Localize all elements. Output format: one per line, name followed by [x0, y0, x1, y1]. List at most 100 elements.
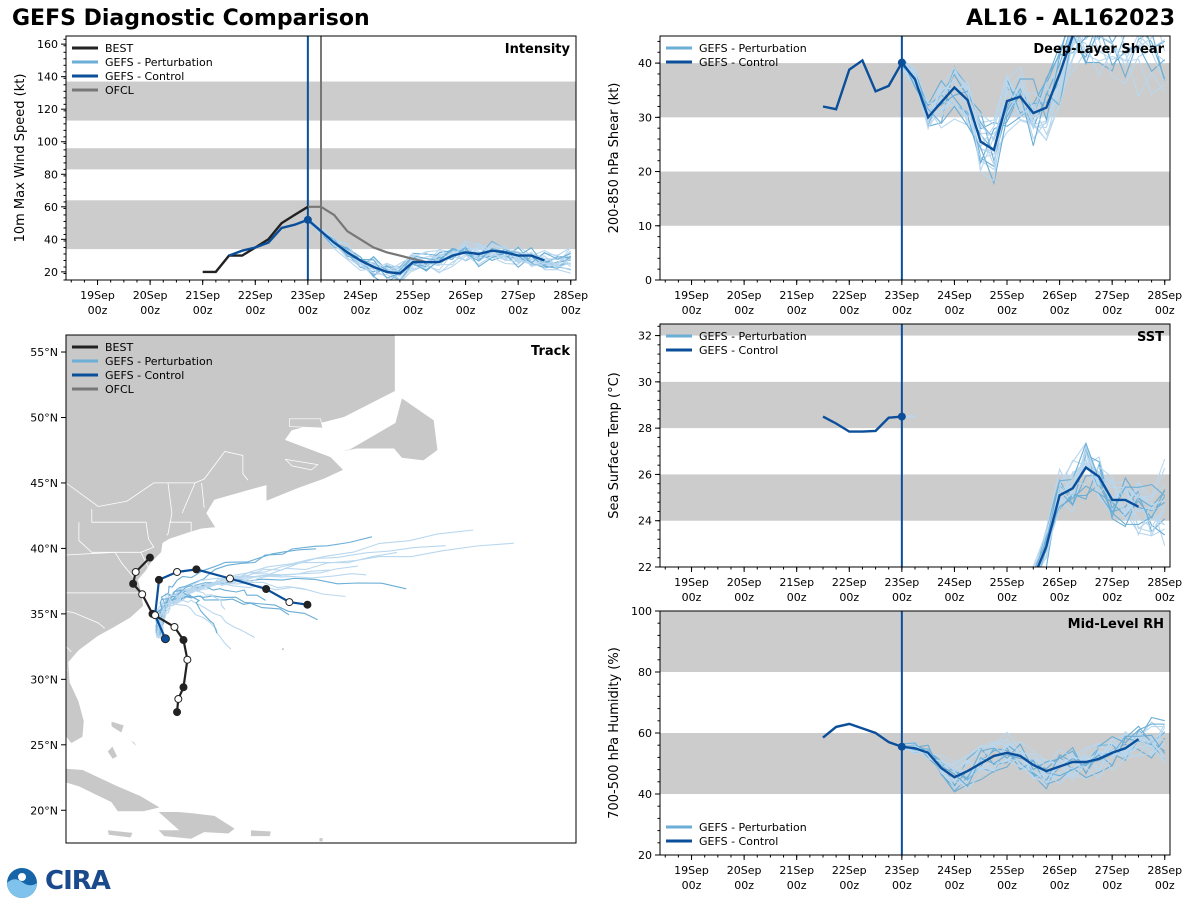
legend-label-control: GEFS - Control: [699, 344, 778, 357]
control-track-point: [263, 586, 270, 593]
x-tick-label: 23Sep: [884, 289, 919, 302]
best-track-point: [180, 637, 187, 644]
x-tick-label: 28Sep: [1147, 864, 1182, 877]
land-area: [282, 648, 285, 651]
control-init-point: [898, 413, 906, 421]
x-tick-label: 21Sep: [185, 289, 220, 302]
x-tick-label: 00z: [682, 591, 702, 604]
x-tick-label: 27Sep: [1095, 289, 1130, 302]
legend-label-perturbation: GEFS - Perturbation: [699, 42, 807, 55]
x-tick-label: 22Sep: [238, 289, 273, 302]
y-tick-label: 20: [638, 166, 652, 179]
y-tick-label: 30: [638, 376, 652, 389]
x-tick-label: 26Sep: [448, 289, 483, 302]
x-tick-label: 22Sep: [832, 864, 867, 877]
y-tick-label: 100: [37, 136, 58, 149]
x-tick-label: 24Sep: [343, 289, 378, 302]
lat-tick-label: 50°N: [30, 411, 58, 424]
panel-title: SST: [1137, 330, 1164, 345]
y-axis-label: 10m Max Wind Speed (kt): [13, 74, 28, 243]
control-track-point: [155, 576, 162, 583]
x-tick-label: 00z: [734, 304, 754, 317]
legend-label-control: GEFS - Control: [699, 56, 778, 69]
control-track-point: [304, 601, 311, 608]
control-init-point: [898, 59, 906, 67]
x-tick-label: 00z: [1155, 879, 1175, 892]
x-tick-label: 20Sep: [727, 864, 762, 877]
storm-id: AL16 - AL162023: [966, 6, 1175, 31]
threshold-band: [660, 382, 1170, 428]
y-tick-label: 20: [638, 849, 652, 862]
legend-label-perturbation: GEFS - Perturbation: [699, 821, 807, 834]
x-tick-label: 00z: [403, 304, 423, 317]
y-tick-label: 140: [37, 71, 58, 84]
best-track-point: [171, 623, 178, 630]
x-tick-label: 00z: [561, 304, 581, 317]
panel-rh: 2040608010019Sep00z20Sep00z21Sep00z22Sep…: [607, 605, 1182, 892]
x-tick-label: 00z: [1155, 304, 1175, 317]
y-tick-label: 20: [44, 266, 58, 279]
plot-area: [660, 611, 1170, 855]
x-tick-label: 26Sep: [1042, 864, 1077, 877]
legend-label-control: GEFS - Control: [105, 70, 184, 83]
x-tick-label: 19Sep: [674, 576, 709, 589]
x-tick-label: 26Sep: [1042, 576, 1077, 589]
best-track-point: [180, 684, 187, 691]
legend-label-ofcl: OFCL: [105, 84, 135, 97]
x-tick-label: 25Sep: [990, 576, 1025, 589]
x-tick-label: 00z: [193, 304, 213, 317]
y-tick-label: 60: [44, 201, 58, 214]
x-tick-label: 00z: [140, 304, 160, 317]
lat-tick-label: 30°N: [30, 673, 58, 686]
y-tick-label: 0: [645, 274, 652, 287]
land-area: [66, 335, 395, 744]
best-track-point: [174, 709, 181, 716]
x-tick-label: 22Sep: [832, 289, 867, 302]
x-tick-label: 00z: [1102, 304, 1122, 317]
land-area: [129, 740, 138, 749]
x-tick-label: 19Sep: [674, 289, 709, 302]
legend-label-best: BEST: [105, 42, 133, 55]
land-area: [289, 419, 323, 428]
control-track-point: [286, 599, 293, 606]
lat-tick-label: 45°N: [30, 477, 58, 490]
panel-sst: 22242628303219Sep00z20Sep00z21Sep00z22Se…: [607, 324, 1182, 604]
x-tick-label: 27Sep: [501, 289, 536, 302]
cira-logo-text: CIRA: [45, 866, 110, 896]
land-area: [107, 830, 133, 838]
y-tick-label: 22: [638, 561, 652, 574]
x-tick-label: 25Sep: [990, 864, 1025, 877]
x-tick-label: 00z: [892, 879, 912, 892]
axes-frame: [660, 324, 1170, 567]
x-tick-label: 23Sep: [884, 864, 919, 877]
land-area: [111, 721, 124, 733]
cira-logo: CIRA: [4, 866, 124, 900]
x-tick-label: 28Sep: [553, 289, 588, 302]
x-tick-label: 25Sep: [396, 289, 431, 302]
panel-title: Deep-Layer Shear: [1033, 42, 1164, 57]
x-tick-label: 23Sep: [884, 576, 919, 589]
lat-tick-label: 35°N: [30, 608, 58, 621]
control-track-point: [161, 635, 169, 643]
x-tick-label: 24Sep: [937, 864, 972, 877]
y-tick-label: 60: [638, 727, 652, 740]
y-tick-label: 80: [44, 168, 58, 181]
x-tick-label: 25Sep: [990, 289, 1025, 302]
x-tick-label: 00z: [1050, 879, 1070, 892]
control-track-point: [174, 568, 181, 575]
x-tick-label: 00z: [945, 879, 965, 892]
y-tick-label: 10: [638, 220, 652, 233]
y-tick-label: 40: [638, 57, 652, 70]
x-tick-label: 00z: [945, 304, 965, 317]
x-tick-label: 24Sep: [937, 576, 972, 589]
land-area: [251, 830, 272, 837]
x-tick-label: 21Sep: [779, 576, 814, 589]
x-tick-label: 19Sep: [80, 289, 115, 302]
y-tick-label: 160: [37, 38, 58, 51]
lat-tick-label: 40°N: [30, 542, 58, 555]
best-track-point: [175, 695, 182, 702]
x-tick-label: 00z: [734, 879, 754, 892]
legend-label-perturbation: GEFS - Perturbation: [105, 56, 213, 69]
y-tick-label: 80: [638, 666, 652, 679]
